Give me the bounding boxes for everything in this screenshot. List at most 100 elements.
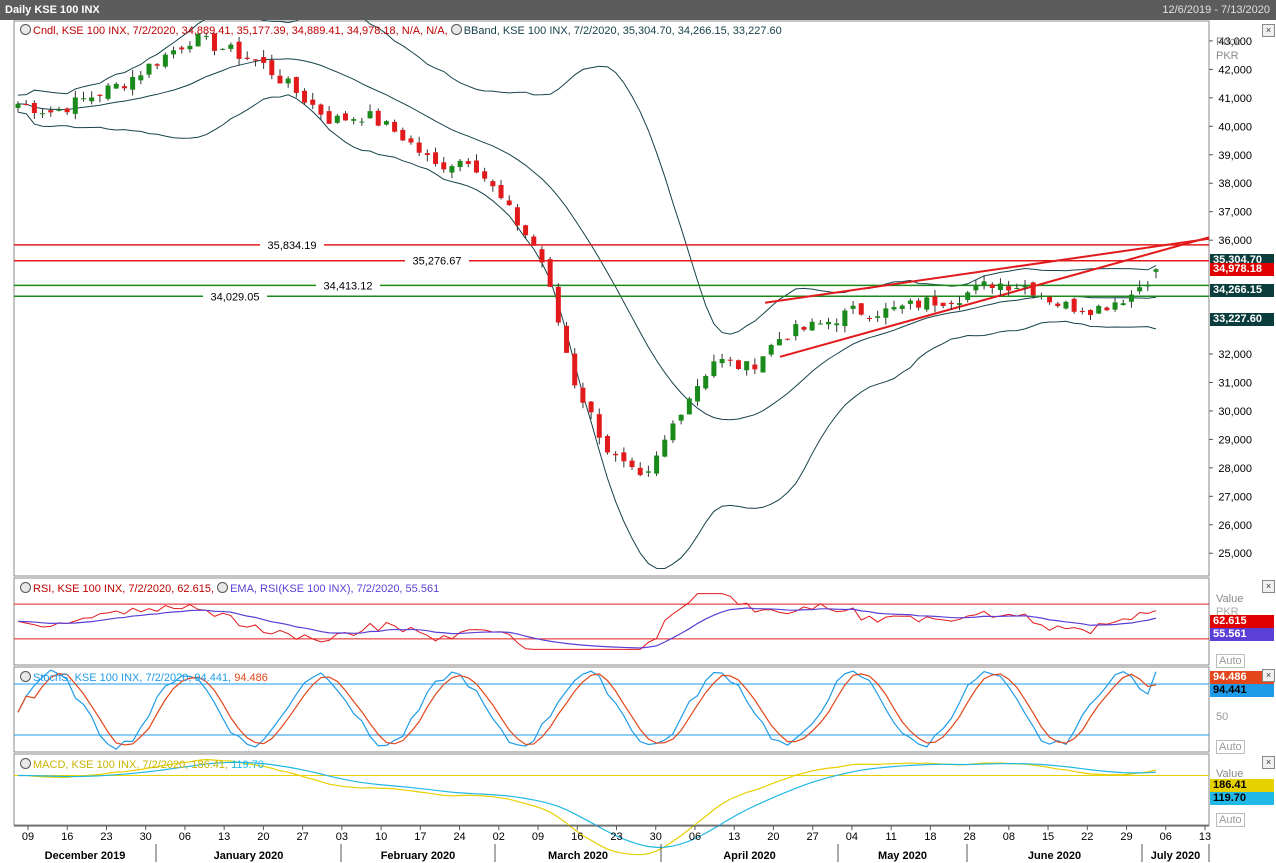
x-tick-label: 13 bbox=[1199, 831, 1211, 843]
rsi-panel-frame bbox=[13, 577, 1210, 666]
rsi-settings-icon[interactable] bbox=[20, 582, 31, 593]
candle-body bbox=[793, 324, 799, 337]
candle-body bbox=[375, 110, 381, 126]
price-tick-label: 42,000 bbox=[1218, 64, 1252, 76]
candle-body bbox=[105, 85, 111, 99]
stoch-legend-d: 94.486 bbox=[234, 672, 268, 684]
candle-body bbox=[547, 259, 553, 287]
candle-body bbox=[719, 359, 725, 364]
macd-close-icon[interactable]: × bbox=[1262, 756, 1275, 769]
candle-body bbox=[596, 414, 602, 438]
candle-body bbox=[72, 97, 78, 114]
bband-upper bbox=[17, 20, 1157, 335]
x-tick-label: 04 bbox=[846, 831, 858, 843]
x-tick-label: 17 bbox=[414, 831, 426, 843]
candle-body bbox=[899, 305, 905, 309]
candle-body bbox=[744, 361, 750, 371]
candle-body bbox=[695, 386, 701, 402]
stoch-auto-button[interactable]: Auto bbox=[1216, 740, 1245, 754]
price-tag-2: 34,266.15 bbox=[1210, 283, 1274, 297]
candle-body bbox=[449, 166, 455, 173]
candle-body bbox=[490, 181, 496, 187]
stoch-close-icon[interactable]: × bbox=[1262, 669, 1275, 682]
candle-body bbox=[416, 142, 422, 153]
month-label: July 2020 bbox=[1151, 850, 1201, 862]
candle-body bbox=[514, 207, 520, 226]
candle-body bbox=[809, 321, 815, 331]
macd-panel-frame bbox=[13, 753, 1210, 826]
candle-body bbox=[359, 121, 365, 123]
candle-body bbox=[23, 104, 29, 106]
candle-body bbox=[523, 225, 529, 236]
macd-legend: MACD, KSE 100 INX, 7/2/2020, 186.41, 119… bbox=[20, 758, 264, 771]
candle-body bbox=[866, 318, 872, 320]
x-tick-label: 09 bbox=[22, 831, 34, 843]
bband-settings-icon[interactable] bbox=[450, 24, 462, 35]
candle-body bbox=[801, 326, 807, 330]
price-tick-label: 30,000 bbox=[1218, 406, 1252, 418]
candle-body bbox=[1096, 305, 1102, 314]
candle-body bbox=[473, 160, 479, 173]
candle-body bbox=[146, 63, 152, 75]
candle-body bbox=[498, 184, 504, 199]
candle-body bbox=[441, 162, 447, 170]
candle-body bbox=[662, 439, 668, 457]
x-tick-label: 22 bbox=[1081, 831, 1093, 843]
rsi-close-icon[interactable]: × bbox=[1262, 580, 1275, 593]
rsi-auto-button[interactable]: Auto bbox=[1216, 654, 1245, 668]
candle-body bbox=[302, 90, 308, 103]
candle-body bbox=[997, 283, 1003, 291]
candle-body bbox=[948, 302, 954, 305]
stoch-settings-icon[interactable] bbox=[20, 671, 31, 682]
candle-body bbox=[580, 387, 586, 403]
stoch-k-line bbox=[17, 669, 1157, 750]
macd-settings-icon[interactable] bbox=[20, 758, 31, 769]
candle-body bbox=[850, 305, 856, 309]
candle-body bbox=[211, 33, 217, 51]
candle-body bbox=[1137, 287, 1143, 292]
candle-body bbox=[80, 98, 86, 100]
price-tick-label: 29,000 bbox=[1218, 434, 1252, 446]
month-label: June 2020 bbox=[1028, 850, 1081, 862]
price-tick-label: 40,000 bbox=[1218, 121, 1252, 133]
candle-body bbox=[637, 467, 643, 476]
candle-body bbox=[130, 76, 136, 90]
rsi-legend: RSI, KSE 100 INX, 7/2/2020, 62.615, EMA,… bbox=[20, 582, 439, 595]
price-tick-label: 43,000 bbox=[1218, 36, 1252, 48]
candle-body bbox=[826, 321, 832, 325]
candle-body bbox=[817, 323, 823, 325]
rsi-legend-text: RSI, KSE 100 INX, 7/2/2020, 62.615, bbox=[33, 583, 215, 595]
candle-body bbox=[285, 78, 291, 84]
candle-body bbox=[162, 54, 168, 67]
candle-body bbox=[564, 325, 570, 353]
candle-body bbox=[654, 455, 660, 474]
ema-settings-icon[interactable] bbox=[217, 582, 229, 593]
candle-body bbox=[48, 110, 54, 113]
bband-lower bbox=[17, 94, 1157, 570]
x-tick-label: 08 bbox=[1003, 831, 1015, 843]
macd-auto-button[interactable]: Auto bbox=[1216, 813, 1245, 827]
candle-body bbox=[1047, 296, 1053, 303]
candle-body bbox=[776, 339, 782, 346]
x-tick-label: 11 bbox=[885, 831, 896, 843]
candle-body bbox=[187, 45, 193, 50]
x-tick-label: 23 bbox=[610, 831, 622, 843]
price-close-icon[interactable]: × bbox=[1262, 24, 1275, 37]
hline-label-0: 35,834.19 bbox=[268, 240, 317, 252]
price-tick-label: 28,000 bbox=[1218, 463, 1252, 475]
candle-body bbox=[588, 401, 594, 413]
candle-body bbox=[121, 86, 127, 89]
cndl-settings-icon[interactable] bbox=[20, 24, 31, 35]
candle-body bbox=[924, 297, 930, 310]
stoch-d-line bbox=[17, 673, 1157, 746]
stoch-mid-label: 50 bbox=[1216, 711, 1229, 723]
candle-body bbox=[326, 111, 332, 124]
price-legend: Cndl, KSE 100 INX, 7/2/2020, 34,889.41, … bbox=[20, 24, 782, 37]
chart-canvas[interactable]: 43,000 42,000 41,000 40,000 39,000 38,000 37,0… bbox=[0, 20, 1276, 863]
rsi-value-tag: 62.615 bbox=[1210, 615, 1274, 628]
x-tick-label: 16 bbox=[61, 831, 73, 843]
candle-body bbox=[916, 300, 922, 308]
price-tick-label: 31,000 bbox=[1218, 377, 1252, 389]
price-tag-1: 34,978.18 bbox=[1210, 263, 1274, 277]
